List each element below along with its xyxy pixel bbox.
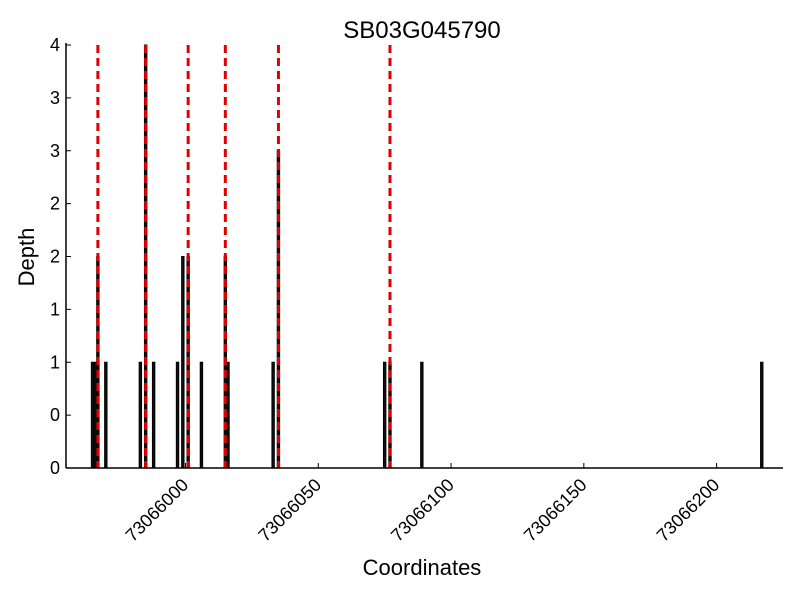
depth-bar — [90, 361, 95, 469]
depth-bar — [151, 361, 156, 469]
y-tick-label: 1 — [50, 352, 60, 372]
x-tick-label: 73066200 — [653, 475, 724, 546]
x-tick-label: 73066050 — [254, 475, 325, 546]
x-tick-label: 73066100 — [387, 475, 458, 546]
depth-bar — [226, 361, 230, 469]
y-tick-label: 1 — [50, 299, 60, 319]
depth-bar — [181, 256, 185, 469]
y-tick-label: 0 — [50, 405, 60, 425]
chart-title: SB03G045790 — [343, 17, 500, 44]
y-tick-label: 3 — [50, 141, 60, 161]
x-axis-label: Coordinates — [363, 555, 482, 580]
depth-bar — [199, 361, 204, 469]
depth-bar — [760, 361, 764, 469]
y-tick-label: 4 — [50, 35, 60, 55]
y-axis-label: Depth — [14, 228, 39, 287]
axis-ticks: 0 0 1 1 2 2 3 3 4 73066000 73066050 73066100 7306615… — [50, 35, 783, 545]
x-tick-label: 73066150 — [520, 475, 591, 546]
depth-bar — [175, 361, 180, 469]
depth-bar — [420, 361, 424, 469]
y-tick-label: 3 — [50, 88, 60, 108]
depth-bar — [138, 361, 143, 469]
y-tick-label: 0 — [50, 458, 60, 478]
depth-bar — [271, 361, 275, 469]
y-tick-label: 2 — [50, 247, 60, 267]
plot-area — [90, 44, 764, 469]
depth-bar — [104, 361, 108, 469]
depth-bar — [382, 361, 387, 469]
depth-bar — [93, 361, 97, 469]
y-tick-label: 2 — [50, 194, 60, 214]
x-tick-label: 73066000 — [122, 475, 193, 546]
